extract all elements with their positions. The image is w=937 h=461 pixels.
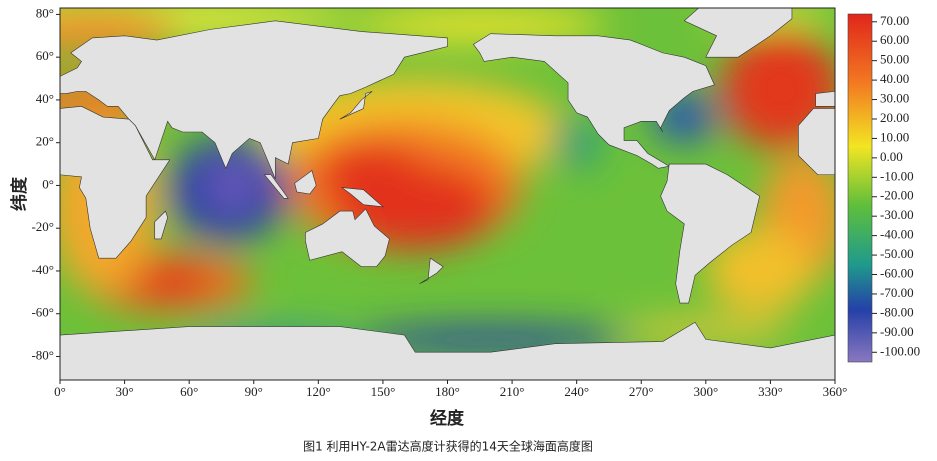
y-tick-label: -80° [31,347,54,362]
x-tick-label: 360° [823,384,848,399]
y-tick-label: -60° [31,305,54,320]
x-axis-label: 经度 [430,408,465,429]
land [305,208,390,267]
y-tick-label: 60° [36,48,54,63]
y-tick-label: -40° [31,262,54,277]
height-blob [124,264,211,299]
colorbar-tick-label: 70.00 [880,13,909,28]
x-tick-label: 210° [500,384,525,399]
colorbar-tick-label: 30.00 [880,91,909,106]
colorbar-tick-label: -90.00 [880,324,914,339]
colorbar-tick-label: 20.00 [880,110,909,125]
colorbar-tick-label: -80.00 [880,304,914,319]
land [263,174,289,199]
land [294,169,317,195]
land [660,163,760,304]
colorbar-tick-label: -60.00 [880,265,914,280]
land [683,8,793,58]
colorbar-tick-label: -40.00 [880,227,914,242]
colorbar-tick-label: 10.00 [880,129,909,144]
figure-caption: 图1 利用HY-2A雷达高度计获得的14天全球海面高度图 [303,439,593,454]
colorbar-tick-label: -50.00 [880,246,914,261]
colorbar-tick-label: -10.00 [880,168,914,183]
y-tick-label: 40° [36,91,54,106]
colorbar-tick-label: -100.00 [880,343,920,358]
x-tick-label: 240° [564,384,589,399]
y-tick-label: 20° [36,134,54,149]
x-tick-label: 60° [180,384,198,399]
x-tick-label: 330° [758,384,783,399]
land [798,108,835,176]
height-blob [705,228,814,314]
y-tick-label: 0° [42,176,54,191]
x-tick-label: 180° [435,384,460,399]
height-blob [318,142,426,207]
height-blob [206,159,259,212]
land [815,91,835,107]
y-axis-label: 纬度 [9,176,30,211]
x-tick-label: 300° [693,384,718,399]
colorbar-tick-label: -20.00 [880,188,914,203]
y-tick-label: 80° [36,5,54,20]
x-tick-label: 150° [371,384,396,399]
y-tick-label: -20° [31,219,54,234]
colorbar-tick-label: 0.00 [880,149,903,164]
land [339,91,373,120]
land-masses [60,8,835,380]
land [60,321,835,380]
colorbar-tick-label: 50.00 [880,52,909,67]
land [60,106,171,259]
x-tick-label: 0° [54,384,66,399]
colorbar-tick-label: -70.00 [880,285,914,300]
land [340,187,384,208]
sea-surface-height-field [60,8,835,380]
height-blob [619,320,792,342]
x-tick-label: 30° [115,384,133,399]
land [472,33,715,169]
x-tick-label: 120° [306,384,331,399]
colorbar-tick-label: 60.00 [880,32,909,47]
colorbar-tick-label: -30.00 [880,207,914,222]
x-tick-label: 90° [245,384,263,399]
colorbar [847,13,873,363]
land [154,210,168,240]
land [419,257,444,285]
height-blob [350,8,609,43]
height-blob [550,117,603,169]
x-tick-label: 270° [629,384,654,399]
colorbar-tick-label: 40.00 [880,71,909,86]
